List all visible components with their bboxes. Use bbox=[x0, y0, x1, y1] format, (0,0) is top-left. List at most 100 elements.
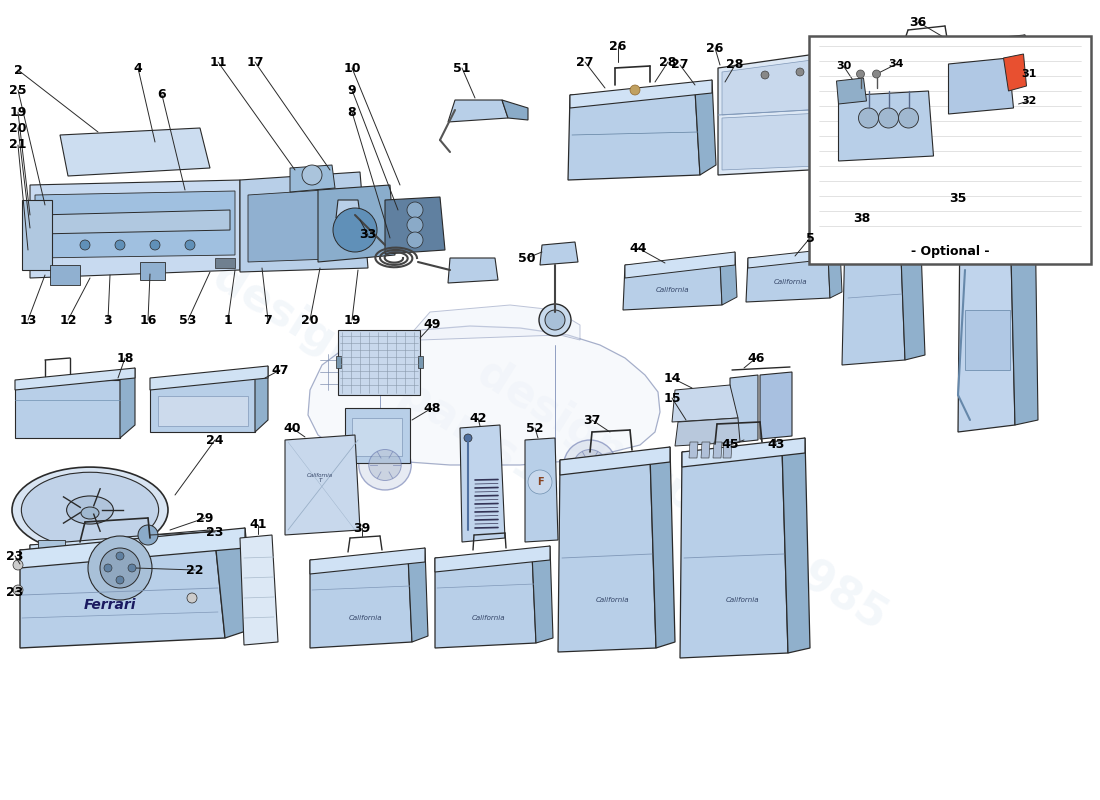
Circle shape bbox=[858, 108, 879, 128]
Polygon shape bbox=[39, 210, 230, 234]
Polygon shape bbox=[60, 128, 210, 176]
Circle shape bbox=[138, 525, 158, 545]
Text: 28: 28 bbox=[726, 58, 744, 71]
Bar bbox=[338, 330, 420, 395]
Circle shape bbox=[879, 108, 899, 128]
Text: 53: 53 bbox=[179, 314, 197, 326]
Text: 27: 27 bbox=[576, 55, 594, 69]
Text: 40: 40 bbox=[284, 422, 300, 434]
Polygon shape bbox=[870, 35, 1025, 65]
Text: 15: 15 bbox=[663, 391, 681, 405]
Bar bbox=[808, 36, 1091, 264]
Text: California: California bbox=[595, 597, 629, 603]
Polygon shape bbox=[39, 540, 65, 548]
Text: 52: 52 bbox=[526, 422, 543, 434]
Text: 36: 36 bbox=[910, 15, 926, 29]
Text: 10: 10 bbox=[343, 62, 361, 74]
Polygon shape bbox=[150, 378, 255, 432]
Text: 17: 17 bbox=[246, 55, 264, 69]
Circle shape bbox=[116, 240, 125, 250]
Text: California: California bbox=[349, 615, 382, 621]
Polygon shape bbox=[385, 197, 446, 254]
Text: designerparts1985: designerparts1985 bbox=[470, 352, 894, 640]
Text: 20: 20 bbox=[301, 314, 319, 326]
Ellipse shape bbox=[21, 472, 158, 548]
Ellipse shape bbox=[368, 450, 402, 481]
Text: 20: 20 bbox=[9, 122, 26, 134]
Polygon shape bbox=[838, 91, 934, 161]
Polygon shape bbox=[675, 418, 740, 446]
Circle shape bbox=[761, 71, 769, 79]
Text: 12: 12 bbox=[59, 314, 77, 326]
Text: 50: 50 bbox=[518, 251, 536, 265]
Circle shape bbox=[407, 232, 424, 248]
Text: 18: 18 bbox=[117, 351, 134, 365]
Text: 30: 30 bbox=[836, 61, 851, 71]
Polygon shape bbox=[948, 58, 1013, 114]
Text: 3: 3 bbox=[103, 314, 112, 326]
Polygon shape bbox=[336, 200, 360, 218]
Polygon shape bbox=[448, 100, 508, 122]
Ellipse shape bbox=[359, 440, 411, 490]
Polygon shape bbox=[30, 530, 210, 558]
Polygon shape bbox=[722, 112, 842, 170]
Circle shape bbox=[100, 548, 140, 588]
Text: 32: 32 bbox=[1021, 96, 1036, 106]
Bar bbox=[345, 408, 410, 463]
Polygon shape bbox=[15, 380, 120, 438]
Polygon shape bbox=[713, 442, 722, 458]
Ellipse shape bbox=[67, 496, 113, 524]
Text: 5: 5 bbox=[805, 231, 814, 245]
Polygon shape bbox=[185, 530, 214, 600]
Polygon shape bbox=[680, 447, 788, 658]
Text: 7: 7 bbox=[264, 314, 273, 326]
Text: 26: 26 bbox=[706, 42, 724, 54]
Polygon shape bbox=[560, 447, 670, 475]
Polygon shape bbox=[310, 548, 425, 574]
Circle shape bbox=[150, 240, 160, 250]
Polygon shape bbox=[689, 442, 698, 458]
Text: 51: 51 bbox=[453, 62, 471, 74]
Text: 23: 23 bbox=[7, 550, 24, 562]
Text: 45: 45 bbox=[722, 438, 739, 451]
Circle shape bbox=[116, 576, 124, 584]
Polygon shape bbox=[15, 368, 135, 390]
Polygon shape bbox=[120, 368, 135, 438]
Polygon shape bbox=[558, 455, 656, 652]
Circle shape bbox=[407, 217, 424, 233]
Circle shape bbox=[333, 208, 377, 252]
Text: Ferrari: Ferrari bbox=[84, 598, 136, 612]
Polygon shape bbox=[540, 242, 578, 265]
Text: 16: 16 bbox=[140, 314, 156, 326]
Polygon shape bbox=[290, 165, 336, 192]
Polygon shape bbox=[248, 188, 358, 262]
Circle shape bbox=[528, 470, 552, 494]
Text: 11: 11 bbox=[209, 55, 227, 69]
Bar bbox=[965, 310, 1010, 370]
Circle shape bbox=[185, 240, 195, 250]
Polygon shape bbox=[828, 248, 842, 298]
Circle shape bbox=[796, 68, 804, 76]
Polygon shape bbox=[308, 326, 660, 465]
Text: 21: 21 bbox=[9, 138, 26, 151]
Bar bbox=[214, 258, 235, 268]
Text: California: California bbox=[773, 279, 806, 285]
Polygon shape bbox=[568, 90, 700, 180]
Polygon shape bbox=[960, 205, 1038, 244]
Text: 14: 14 bbox=[663, 371, 681, 385]
Polygon shape bbox=[720, 252, 737, 305]
Polygon shape bbox=[782, 438, 810, 653]
Text: 39: 39 bbox=[353, 522, 371, 534]
Polygon shape bbox=[50, 265, 80, 285]
Polygon shape bbox=[240, 535, 278, 645]
Bar bbox=[336, 356, 341, 368]
Text: 13: 13 bbox=[20, 314, 36, 326]
Text: 35: 35 bbox=[949, 191, 967, 205]
Polygon shape bbox=[240, 172, 368, 272]
Polygon shape bbox=[434, 546, 550, 572]
Ellipse shape bbox=[81, 507, 99, 519]
Polygon shape bbox=[625, 252, 735, 278]
Polygon shape bbox=[695, 80, 716, 175]
Circle shape bbox=[872, 70, 880, 78]
Polygon shape bbox=[1003, 54, 1026, 91]
